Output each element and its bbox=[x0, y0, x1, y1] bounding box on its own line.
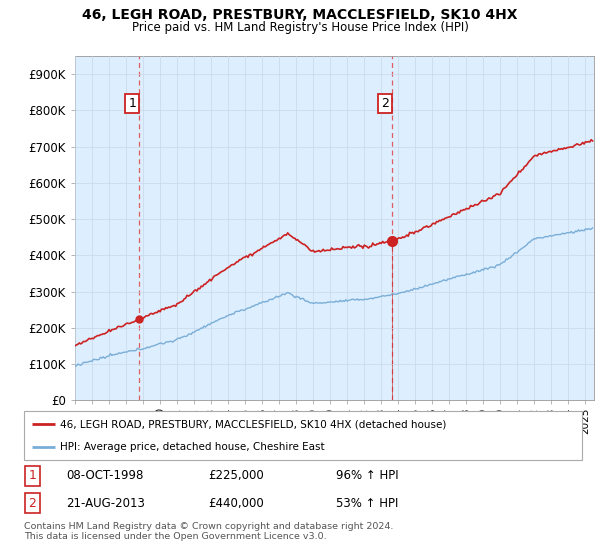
Text: 08-OCT-1998: 08-OCT-1998 bbox=[66, 469, 143, 482]
Text: 1: 1 bbox=[128, 97, 136, 110]
Text: 2: 2 bbox=[381, 97, 389, 110]
Text: 46, LEGH ROAD, PRESTBURY, MACCLESFIELD, SK10 4HX: 46, LEGH ROAD, PRESTBURY, MACCLESFIELD, … bbox=[82, 8, 518, 22]
Text: 2: 2 bbox=[28, 497, 37, 510]
Text: 53% ↑ HPI: 53% ↑ HPI bbox=[337, 497, 399, 510]
Text: £440,000: £440,000 bbox=[208, 497, 264, 510]
Text: 46, LEGH ROAD, PRESTBURY, MACCLESFIELD, SK10 4HX (detached house): 46, LEGH ROAD, PRESTBURY, MACCLESFIELD, … bbox=[60, 419, 446, 430]
Text: 96% ↑ HPI: 96% ↑ HPI bbox=[337, 469, 399, 482]
Text: 1: 1 bbox=[28, 469, 37, 482]
Text: HPI: Average price, detached house, Cheshire East: HPI: Average price, detached house, Ches… bbox=[60, 442, 325, 452]
Text: £225,000: £225,000 bbox=[208, 469, 264, 482]
Text: Price paid vs. HM Land Registry's House Price Index (HPI): Price paid vs. HM Land Registry's House … bbox=[131, 21, 469, 34]
Text: Contains HM Land Registry data © Crown copyright and database right 2024.
This d: Contains HM Land Registry data © Crown c… bbox=[24, 522, 394, 542]
Text: 21-AUG-2013: 21-AUG-2013 bbox=[66, 497, 145, 510]
